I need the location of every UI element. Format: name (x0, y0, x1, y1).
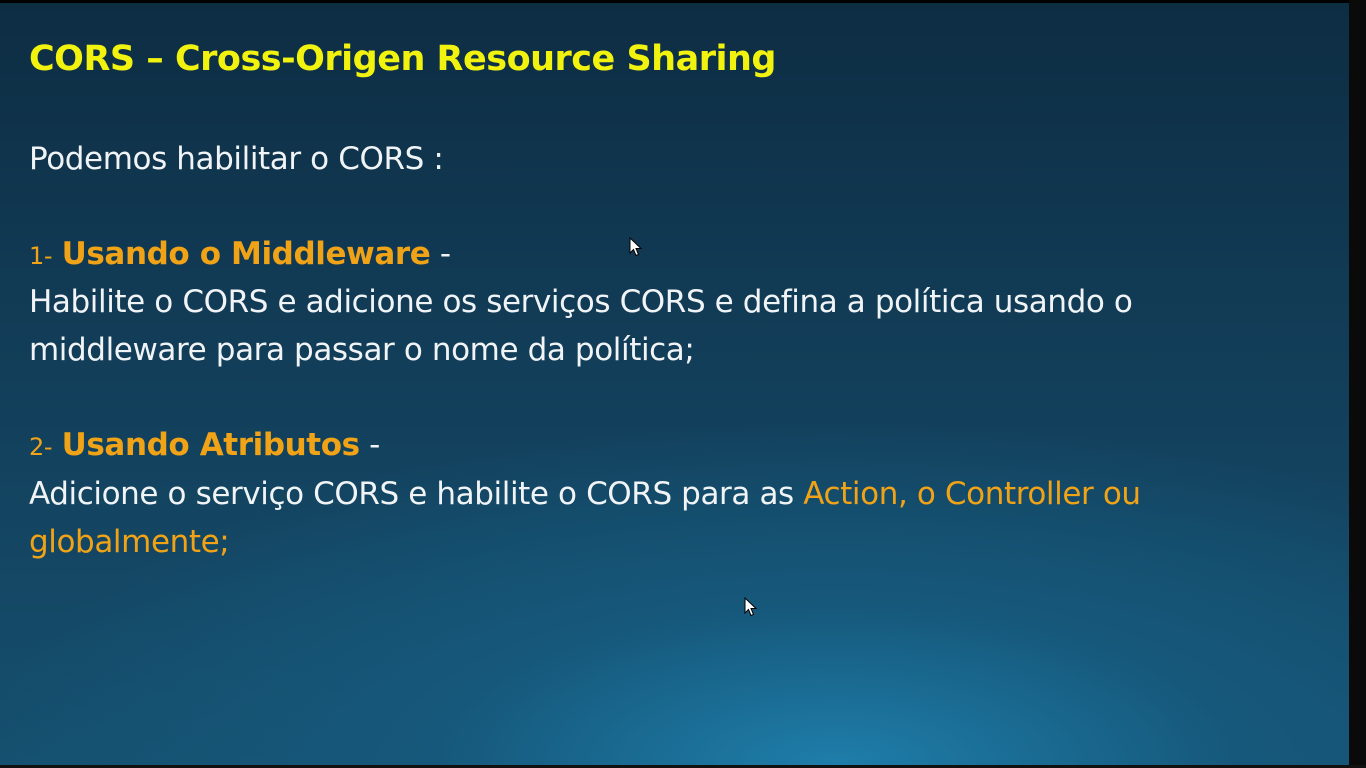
section-1-body-line-1: Habilite o CORS e adicione os serviços C… (29, 284, 1133, 320)
intro-text: Podemos habilitar o CORS : (29, 141, 444, 177)
section-1-number: 1- (29, 242, 53, 270)
section-2-number: 2- (29, 433, 53, 461)
section-2-body-line-1: Adicione o serviço CORS e habilite o COR… (29, 470, 1141, 518)
section-1-title: Usando o Middleware (61, 236, 431, 272)
mouse-pointer-icon (744, 597, 758, 617)
section-2-body-highlight-1: Action, o Controller ou (803, 476, 1141, 512)
section-1-dash: - (439, 236, 451, 272)
section-1-body: Habilite o CORS e adicione os serviços C… (29, 278, 1133, 374)
section-2-title: Usando Atributos (61, 427, 360, 463)
section-2-body: Adicione o serviço CORS e habilite o COR… (29, 470, 1141, 566)
window-bottom-edge (0, 765, 1366, 768)
section-2-heading: 2- Usando Atributos - (29, 421, 380, 471)
window-right-edge (1349, 0, 1366, 768)
slide-title: CORS – Cross-Origen Resource Sharing (29, 39, 776, 79)
mouse-pointer-icon (629, 237, 643, 257)
section-2-body-plain: Adicione o serviço CORS e habilite o COR… (29, 476, 804, 512)
section-1-body-line-2: middleware para passar o nome da polític… (29, 332, 695, 368)
section-1-heading: 1- Usando o Middleware - (29, 230, 451, 280)
section-2-body-line-2: globalmente; (29, 524, 230, 560)
presentation-slide: CORS – Cross-Origen Resource Sharing Pod… (0, 3, 1349, 765)
section-2-dash: - (369, 427, 380, 463)
